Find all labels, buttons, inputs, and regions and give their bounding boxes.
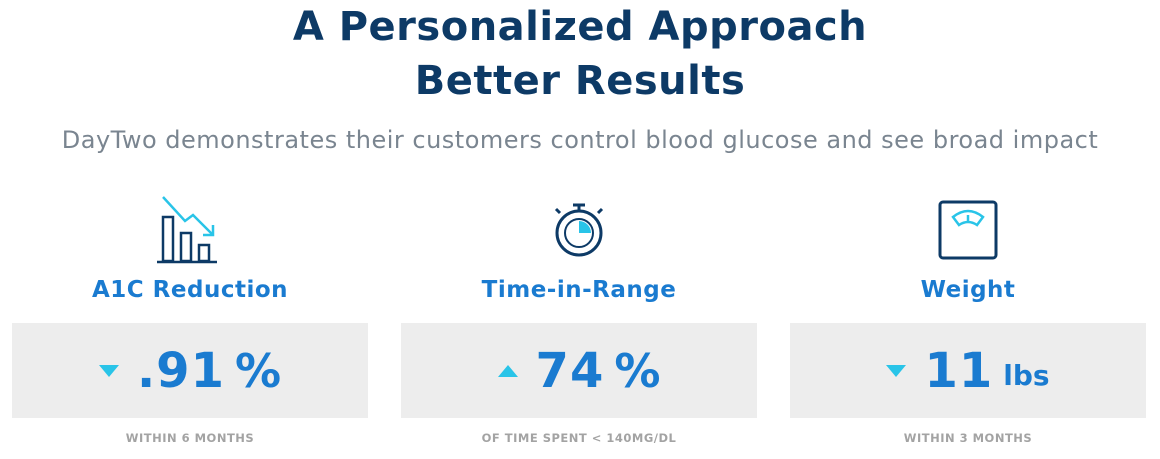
stat-note: OF TIME SPENT < 140MG/DL [481, 431, 677, 445]
scale-icon [938, 200, 998, 260]
down-arrow [98, 364, 119, 377]
stopwatch-icon [554, 203, 604, 257]
stat-value: 11 [924, 342, 994, 399]
stat-note: WITHIN 3 MONTHS [903, 431, 1033, 445]
down-arrow [886, 364, 907, 377]
stat-card: A1C Reduction .91 % WITHIN 6 MONTHS [12, 195, 368, 445]
stat-unit: % [234, 343, 282, 398]
stat-box: .91 % [12, 323, 368, 418]
stat-box: 11 lbs [790, 323, 1146, 418]
stat-label: Time-in-Range [481, 277, 677, 303]
up-arrow [497, 364, 518, 377]
stat-box: 74 % [401, 323, 757, 418]
stat-unit: lbs [1003, 359, 1050, 392]
stat-value: .91 [136, 342, 225, 399]
stat-label: A1C Reduction [91, 277, 289, 303]
stat-card: Weight 11 lbs WITHIN 3 MONTHS [790, 195, 1146, 445]
chart-icon [157, 196, 217, 264]
stat-unit: % [614, 343, 661, 398]
subtitle: DayTwo demonstrates their customers cont… [61, 126, 1099, 154]
stat-note: WITHIN 6 MONTHS [125, 431, 255, 445]
stat-label: Weight [920, 277, 1016, 303]
title-line: Better Results [414, 58, 746, 104]
title-line: A Personalized Approach [292, 4, 868, 50]
stat-card: Time-in-Range 74 % OF TIME SPENT < 140MG… [401, 195, 757, 445]
stat-value: 74 [535, 342, 605, 399]
